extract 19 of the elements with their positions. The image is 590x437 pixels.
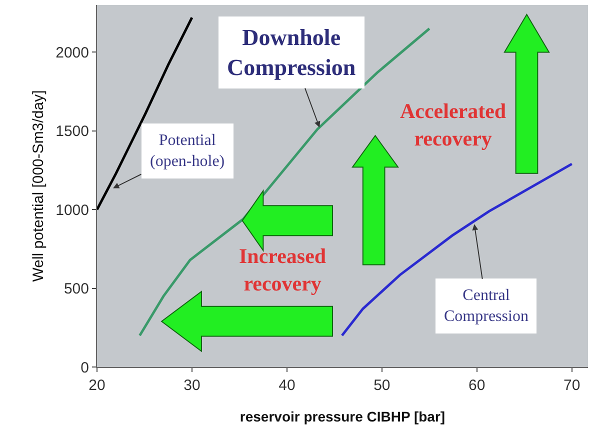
annotation: Downhole Compression (227, 25, 356, 80)
x-tick-label: 50 (374, 377, 390, 394)
x-axis-title: reservoir pressure CIBHP [bar] (240, 408, 446, 424)
annotation: Accelerated recovery (400, 99, 506, 150)
x-tick-label: 20 (88, 377, 106, 394)
x-tick-label: 30 (184, 377, 200, 394)
x-tick-label: 60 (468, 377, 486, 394)
y-axis-title: Well potential [000-Sm3/day] (30, 90, 47, 282)
y-tick-label: 1000 (56, 202, 89, 219)
annotation: Potential (open-hole) (150, 132, 225, 170)
line-series (340, 162, 574, 337)
annotation: Increased recovery (239, 244, 326, 296)
annotation: Central Compression (444, 287, 528, 325)
x-tick-label: 70 (564, 377, 580, 394)
y-tick-label: 2000 (56, 44, 89, 62)
y-tick-label: 1500 (56, 123, 89, 140)
x-tick-label: 40 (278, 377, 296, 394)
y-tick-label: 500 (64, 280, 89, 298)
y-tick-label: 0 (80, 359, 89, 376)
